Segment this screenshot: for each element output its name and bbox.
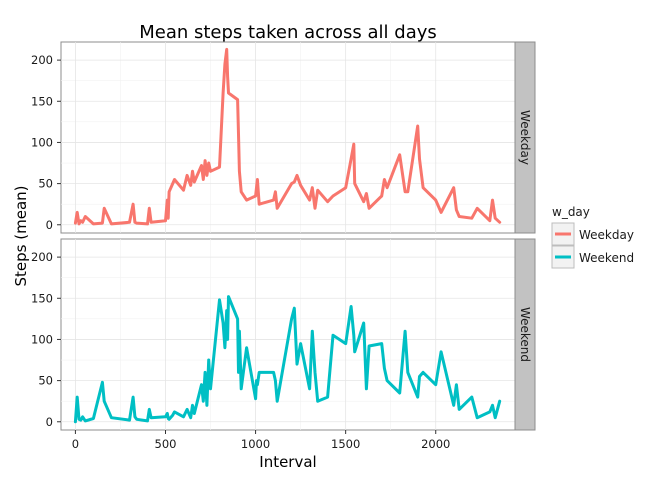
facet-strip-label: Weekend (518, 307, 532, 362)
y-tick-label: 50 (38, 177, 53, 191)
panel-background (60, 41, 516, 234)
legend: w_day Weekday Weekend (551, 205, 634, 269)
x-tick-label: 1000 (241, 437, 270, 451)
legend-title: w_day (552, 205, 590, 219)
y-tick-label: 100 (31, 135, 53, 149)
y-tick-label: 200 (31, 250, 53, 264)
y-tick-label: 150 (31, 291, 53, 305)
y-tick-label: 100 (31, 332, 53, 346)
x-tick-label: 2000 (421, 437, 450, 451)
x-tick-label: 1500 (331, 437, 360, 451)
facet-panel-weekend: 0 50 100 150 200 Weekend (31, 238, 536, 431)
facet-strip-label: Weekday (518, 110, 532, 165)
y-tick-label: 0 (46, 415, 53, 429)
facet-panel-weekday: 0 50 100 150 200 Weekday (31, 41, 536, 234)
x-axis-ticks: 0 500 1000 1500 2000 (72, 430, 450, 451)
series-line-weekday (73, 47, 502, 226)
legend-label-weekday: Weekday (579, 228, 634, 242)
series-line-weekend (73, 295, 502, 424)
y-tick-label: 150 (31, 94, 53, 108)
x-tick-label: 500 (155, 437, 177, 451)
x-axis-title: Interval (259, 453, 316, 471)
chart-title: Mean steps taken across all days (139, 22, 437, 43)
facet-strip (514, 238, 536, 431)
y-axis-title: Steps (mean) (12, 186, 30, 287)
facet-strip (514, 41, 536, 234)
y-tick-label: 0 (46, 218, 53, 232)
y-tick-label: 200 (31, 53, 53, 67)
x-tick-label: 0 (72, 437, 79, 451)
y-tick-label: 50 (38, 374, 53, 388)
legend-label-weekend: Weekend (579, 251, 634, 265)
